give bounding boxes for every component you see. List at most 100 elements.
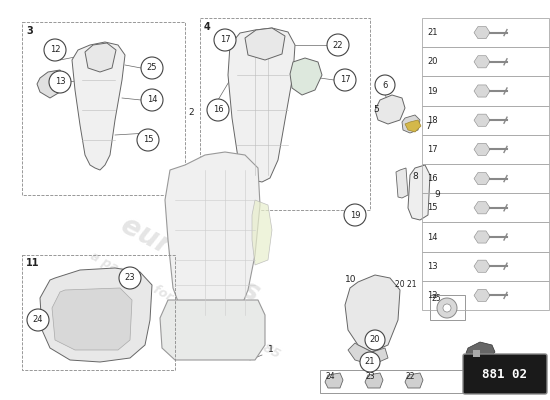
Text: 16: 16 [427, 174, 438, 183]
Text: 22: 22 [406, 372, 415, 381]
Circle shape [44, 39, 66, 61]
Bar [422, 135, 549, 164]
Bar [422, 252, 549, 281]
Text: 20 21: 20 21 [395, 280, 416, 289]
Circle shape [360, 352, 380, 372]
Text: 7: 7 [425, 122, 431, 131]
Text: 17: 17 [219, 36, 230, 44]
Text: 20: 20 [427, 57, 437, 66]
Polygon shape [37, 70, 64, 98]
Text: 24: 24 [326, 372, 336, 381]
FancyBboxPatch shape [463, 354, 547, 394]
Circle shape [437, 298, 457, 318]
Polygon shape [474, 202, 490, 214]
Polygon shape [473, 350, 480, 357]
Text: 11: 11 [26, 258, 40, 268]
Polygon shape [402, 115, 420, 133]
Polygon shape [40, 268, 152, 362]
Polygon shape [52, 288, 132, 350]
Text: 4: 4 [204, 22, 211, 32]
Text: 20: 20 [370, 336, 380, 344]
Bar [422, 18, 549, 47]
Bar [430, 295, 465, 320]
Text: 15: 15 [143, 136, 153, 144]
Text: a passion for parts since 1985: a passion for parts since 1985 [88, 249, 282, 361]
Circle shape [327, 34, 349, 56]
Bar [422, 281, 549, 310]
Bar [422, 193, 549, 222]
Circle shape [214, 29, 236, 51]
Polygon shape [474, 85, 490, 97]
Text: 10: 10 [345, 275, 356, 284]
Polygon shape [474, 172, 490, 185]
Polygon shape [165, 152, 260, 330]
Polygon shape [290, 58, 322, 95]
Polygon shape [405, 120, 421, 132]
Polygon shape [252, 200, 272, 265]
Bar [22, 22, 185, 195]
Polygon shape [408, 165, 430, 220]
Text: 25: 25 [147, 64, 157, 72]
Text: 17: 17 [340, 76, 350, 84]
Polygon shape [405, 373, 423, 388]
Polygon shape [345, 275, 400, 352]
Circle shape [344, 204, 366, 226]
Circle shape [27, 309, 49, 331]
Text: 14: 14 [147, 96, 157, 104]
Polygon shape [474, 231, 490, 243]
Bar [22, 255, 175, 370]
Bar [422, 222, 549, 252]
Text: 17: 17 [427, 145, 438, 154]
Polygon shape [348, 343, 388, 365]
Text: 21: 21 [427, 28, 437, 37]
Text: 5: 5 [373, 105, 379, 114]
Polygon shape [474, 143, 490, 156]
Bar [422, 76, 549, 106]
Text: 22: 22 [333, 40, 343, 50]
Circle shape [443, 304, 451, 312]
Text: 6: 6 [382, 80, 388, 90]
Circle shape [365, 330, 385, 350]
Polygon shape [72, 42, 125, 170]
Text: 23: 23 [125, 274, 135, 282]
Circle shape [141, 89, 163, 111]
Text: 25: 25 [432, 294, 442, 303]
Text: europarts: europarts [116, 212, 265, 308]
Polygon shape [474, 56, 490, 68]
Polygon shape [466, 342, 495, 360]
Polygon shape [85, 43, 116, 72]
Text: 9: 9 [434, 190, 440, 199]
Polygon shape [245, 28, 285, 60]
Polygon shape [160, 300, 265, 360]
Text: 16: 16 [213, 106, 223, 114]
Text: 12: 12 [427, 291, 437, 300]
Polygon shape [474, 114, 490, 126]
Polygon shape [365, 373, 383, 388]
Text: 8: 8 [412, 172, 418, 181]
Text: 3: 3 [26, 26, 33, 36]
Bar [422, 164, 549, 193]
Text: 15: 15 [427, 203, 437, 212]
Text: 19: 19 [350, 210, 360, 220]
Polygon shape [396, 168, 408, 198]
Text: 881 02: 881 02 [482, 368, 527, 380]
Text: 19: 19 [427, 86, 437, 96]
Text: 21: 21 [365, 358, 375, 366]
Text: 12: 12 [50, 46, 60, 54]
Text: 23: 23 [365, 372, 375, 381]
Polygon shape [474, 260, 490, 272]
Text: 18: 18 [427, 116, 438, 125]
Bar [422, 106, 549, 135]
Text: 24: 24 [33, 316, 43, 324]
Text: 13: 13 [54, 78, 65, 86]
Circle shape [119, 267, 141, 289]
Circle shape [137, 129, 159, 151]
Circle shape [375, 75, 395, 95]
Text: 1: 1 [268, 345, 274, 354]
Text: 14: 14 [427, 232, 437, 242]
Circle shape [334, 69, 356, 91]
Polygon shape [474, 289, 490, 302]
Polygon shape [375, 95, 405, 124]
Circle shape [49, 71, 71, 93]
Polygon shape [228, 28, 295, 182]
